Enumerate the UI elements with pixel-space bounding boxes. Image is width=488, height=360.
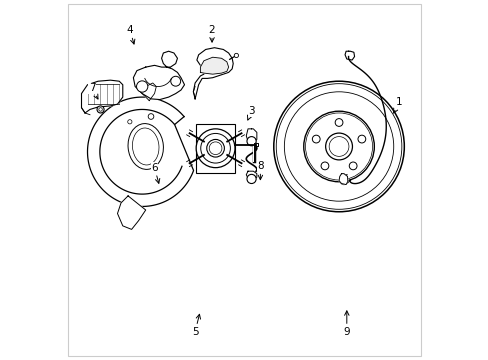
Circle shape — [273, 81, 404, 212]
Circle shape — [325, 133, 352, 160]
Circle shape — [234, 53, 238, 58]
Text: 2: 2 — [208, 25, 215, 42]
Polygon shape — [345, 51, 354, 60]
Polygon shape — [117, 196, 145, 229]
Circle shape — [196, 129, 235, 168]
Text: 1: 1 — [393, 98, 402, 113]
Polygon shape — [133, 51, 184, 100]
Text: 7: 7 — [89, 83, 98, 99]
Polygon shape — [338, 174, 347, 185]
Circle shape — [148, 114, 154, 119]
Circle shape — [246, 136, 256, 146]
Circle shape — [246, 174, 256, 184]
Polygon shape — [87, 97, 193, 206]
Text: 6: 6 — [151, 163, 160, 183]
Circle shape — [170, 76, 180, 86]
Circle shape — [136, 81, 147, 92]
Text: 3: 3 — [247, 106, 254, 120]
Text: 5: 5 — [191, 314, 200, 337]
Polygon shape — [81, 80, 122, 113]
Polygon shape — [139, 83, 156, 100]
Circle shape — [303, 111, 374, 182]
Polygon shape — [200, 57, 228, 74]
Text: 9: 9 — [343, 311, 349, 337]
Circle shape — [357, 135, 365, 143]
Polygon shape — [246, 129, 256, 143]
Circle shape — [206, 139, 224, 157]
Polygon shape — [193, 48, 233, 99]
Circle shape — [312, 135, 320, 143]
Circle shape — [97, 106, 104, 113]
Text: 8: 8 — [257, 161, 263, 180]
Polygon shape — [246, 171, 256, 180]
Text: 4: 4 — [126, 25, 135, 44]
Circle shape — [348, 162, 356, 170]
Circle shape — [127, 120, 132, 124]
Circle shape — [321, 162, 328, 170]
Circle shape — [334, 118, 342, 126]
Bar — [196, 123, 235, 173]
